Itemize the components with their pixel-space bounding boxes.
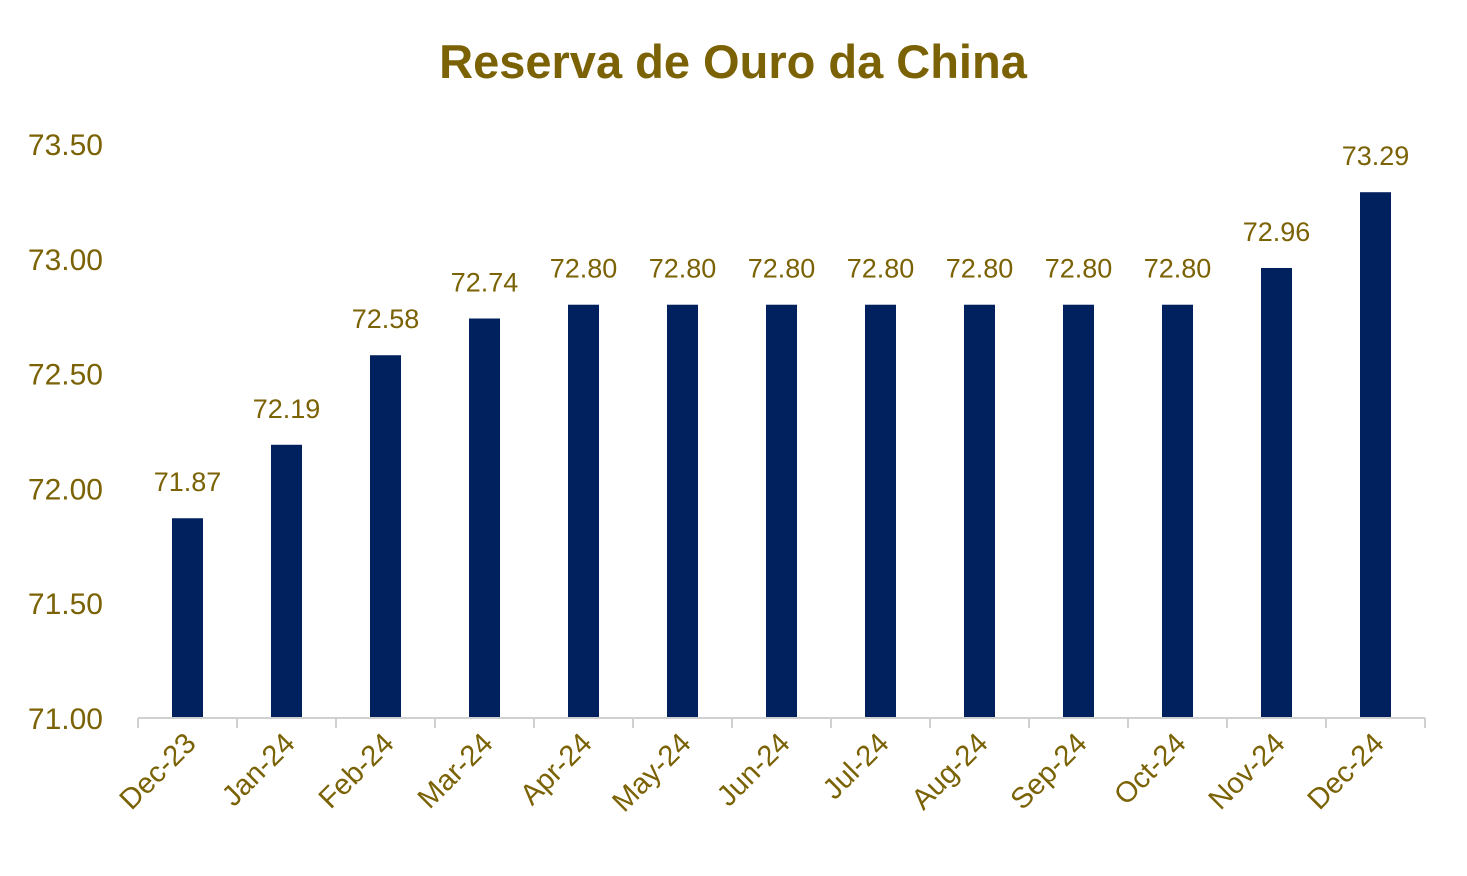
y-tick-label: 73.50 xyxy=(28,129,103,162)
x-tick-label: Apr-24 xyxy=(514,727,598,811)
data-label: 72.80 xyxy=(649,254,717,284)
data-label: 72.80 xyxy=(748,254,816,284)
x-tick-label: Aug-24 xyxy=(906,727,995,816)
bar xyxy=(172,518,203,718)
bar xyxy=(766,304,797,718)
y-tick-label: 72.00 xyxy=(28,473,103,506)
bar xyxy=(865,304,896,718)
data-label: 72.74 xyxy=(451,267,519,297)
bars xyxy=(172,192,1391,718)
data-label: 71.87 xyxy=(154,467,222,497)
data-label: 72.80 xyxy=(946,254,1014,284)
bar xyxy=(667,304,698,718)
x-tick-label: Dec-23 xyxy=(114,727,203,816)
bar xyxy=(568,304,599,718)
x-tick-label: Jan-24 xyxy=(216,727,301,812)
data-label: 72.80 xyxy=(847,254,915,284)
data-labels: 71.87 72.19 72.58 72.74 72.80 72.80 72.80 72.80… xyxy=(154,141,1410,497)
data-label: 72.96 xyxy=(1243,217,1311,247)
bar xyxy=(469,318,500,718)
bar xyxy=(1261,267,1292,718)
y-axis: 71.00 71.50 72.00 72.50 73.00 73.50 xyxy=(28,129,103,736)
x-tick-label: May-24 xyxy=(606,727,697,818)
x-tick-label: Dec-24 xyxy=(1302,727,1391,816)
data-label: 72.19 xyxy=(253,394,321,424)
bar xyxy=(1360,192,1391,718)
y-tick-label: 71.00 xyxy=(28,703,103,736)
chart-title: Reserva de Ouro da China xyxy=(439,35,1028,88)
x-tick-label: Feb-24 xyxy=(313,727,401,815)
y-tick-label: 71.50 xyxy=(28,588,103,621)
bar xyxy=(370,355,401,718)
x-axis: Dec-23 Jan-24 Feb-24 Mar-24 Apr-24 May-24 Jun-… xyxy=(114,717,1426,818)
data-label: 72.80 xyxy=(1045,254,1113,284)
bar xyxy=(271,444,302,718)
x-tick-label: Jun-24 xyxy=(711,727,796,812)
data-label: 72.58 xyxy=(352,304,420,334)
data-label: 73.29 xyxy=(1342,141,1410,171)
x-tick-label: Nov-24 xyxy=(1203,727,1292,816)
x-tick-label: Oct-24 xyxy=(1108,727,1192,811)
data-label: 72.80 xyxy=(550,254,618,284)
bar xyxy=(964,304,995,718)
bar xyxy=(1162,304,1193,718)
x-tick-label: Jul-24 xyxy=(817,727,895,805)
y-tick-label: 72.50 xyxy=(28,359,103,392)
bar xyxy=(1063,304,1094,718)
data-label: 72.80 xyxy=(1144,254,1212,284)
x-tick-label: Mar-24 xyxy=(412,727,500,815)
y-tick-label: 73.00 xyxy=(28,244,103,277)
x-tick-label: Sep-24 xyxy=(1005,727,1094,816)
